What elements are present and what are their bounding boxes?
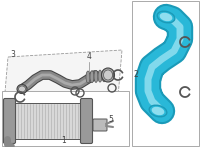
Ellipse shape — [104, 70, 113, 80]
Ellipse shape — [152, 107, 164, 115]
Polygon shape — [4, 50, 122, 104]
Text: 4: 4 — [87, 52, 91, 61]
Ellipse shape — [157, 11, 175, 23]
Ellipse shape — [86, 71, 90, 83]
Ellipse shape — [160, 13, 172, 21]
FancyBboxPatch shape — [4, 98, 16, 143]
Ellipse shape — [90, 71, 94, 83]
Ellipse shape — [149, 105, 167, 117]
Bar — [132, 1, 199, 146]
Text: 1: 1 — [62, 136, 66, 145]
FancyBboxPatch shape — [81, 98, 93, 143]
Text: 2: 2 — [134, 70, 139, 78]
Bar — [12, 103, 84, 139]
Text: 5: 5 — [108, 115, 113, 123]
Ellipse shape — [102, 70, 106, 82]
Ellipse shape — [17, 85, 27, 93]
FancyBboxPatch shape — [93, 119, 107, 131]
Ellipse shape — [98, 70, 102, 82]
Text: 3: 3 — [10, 50, 15, 59]
Bar — [2, 91, 129, 146]
Ellipse shape — [94, 70, 98, 82]
Ellipse shape — [19, 86, 26, 92]
Ellipse shape — [102, 68, 115, 82]
